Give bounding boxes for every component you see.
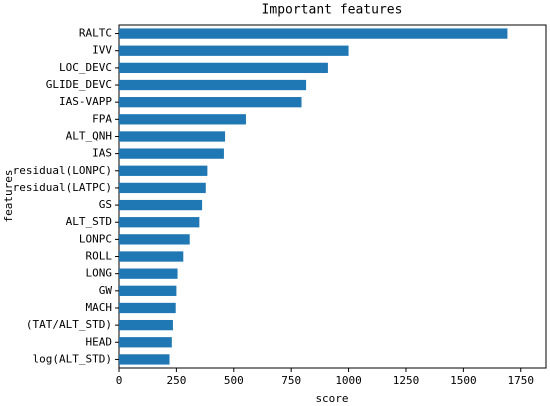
bar bbox=[119, 79, 307, 91]
plot-frame bbox=[118, 24, 547, 369]
y-tick-label: residual(LONPC) bbox=[13, 164, 112, 177]
y-tick-label: IAS bbox=[92, 147, 112, 160]
y-tick-label: residual(LATPC) bbox=[13, 181, 112, 194]
y-tick-label: ROLL bbox=[86, 250, 113, 263]
x-tick-label: 1000 bbox=[335, 374, 362, 387]
y-tick-label: GS bbox=[99, 198, 112, 211]
y-tick-label: LOC_DEVC bbox=[59, 61, 112, 74]
y-tick-label: IAS-VAPP bbox=[59, 95, 112, 108]
y-tick-label: FPA bbox=[92, 112, 112, 125]
y-tick-label: LONPC bbox=[79, 232, 112, 245]
bar bbox=[119, 354, 170, 365]
bar bbox=[119, 199, 203, 211]
bar bbox=[119, 251, 184, 262]
bar bbox=[119, 28, 508, 39]
x-tick-label: 0 bbox=[116, 374, 123, 387]
bar bbox=[119, 45, 349, 56]
bar bbox=[119, 302, 176, 314]
y-tick-label: GLIDE_DEVC bbox=[46, 78, 112, 91]
y-tick-label: LONG bbox=[86, 267, 113, 280]
y-axis-label: features bbox=[2, 170, 15, 223]
y-tick-label: ALT_QNH bbox=[66, 129, 112, 142]
x-tick-label: 1500 bbox=[450, 374, 477, 387]
x-axis-label: score bbox=[315, 392, 348, 405]
x-tick-label: 1250 bbox=[393, 374, 420, 387]
y-tick-label: ALT_STD bbox=[66, 215, 112, 228]
bar bbox=[119, 114, 246, 125]
y-tick-label: MACH bbox=[86, 301, 113, 314]
bar bbox=[119, 234, 190, 245]
bar bbox=[119, 97, 302, 108]
x-tick-label: 250 bbox=[166, 374, 186, 387]
y-tick-label: RALTC bbox=[79, 27, 112, 40]
bar bbox=[119, 165, 208, 176]
bar bbox=[119, 285, 177, 296]
bar bbox=[119, 182, 206, 194]
y-tick-label: GW bbox=[99, 284, 113, 297]
bar bbox=[119, 337, 172, 348]
x-tick-label: 500 bbox=[224, 374, 244, 387]
bar bbox=[119, 62, 328, 74]
y-tick-label: (TAT/ALT_STD) bbox=[26, 318, 112, 331]
bar bbox=[119, 268, 178, 279]
y-tick-label: log(ALT_STD) bbox=[33, 352, 112, 365]
y-tick-label: HEAD bbox=[86, 335, 113, 348]
y-tick-label: IVV bbox=[92, 44, 112, 57]
x-tick-label: 750 bbox=[281, 374, 301, 387]
bar bbox=[119, 319, 173, 331]
x-tick-label: 1750 bbox=[507, 374, 534, 387]
bar bbox=[119, 217, 200, 228]
bar bbox=[119, 148, 224, 159]
bar bbox=[119, 131, 226, 142]
chart-title: Important features bbox=[262, 3, 403, 18]
